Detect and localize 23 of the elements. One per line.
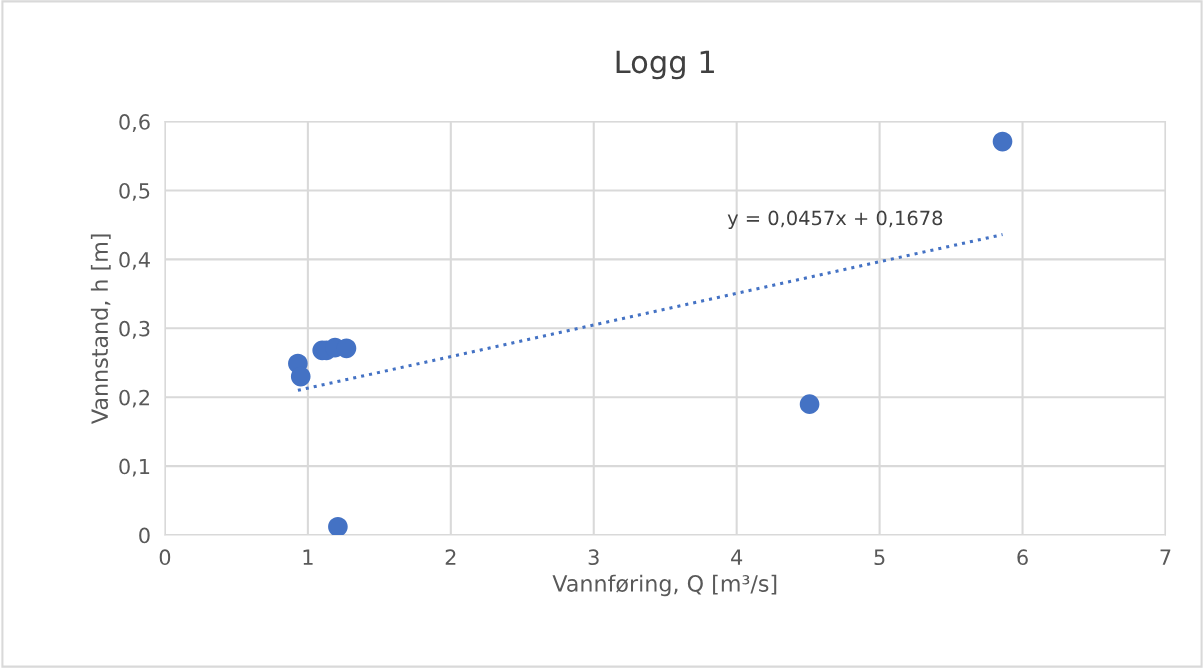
y-tick-label: 0,6 <box>119 114 150 132</box>
y-tick-label: 0,1 <box>119 458 150 477</box>
x-tick-label: 6 <box>1017 549 1028 566</box>
x-tick-label: 0 <box>159 549 171 566</box>
y-tick-label: 0 <box>139 527 150 544</box>
x-tick-label: 4 <box>731 549 743 565</box>
x-axis-title: Vannføring, Q [m³/s] <box>552 574 777 597</box>
x-tick-label: 7 <box>1160 549 1171 565</box>
x-tick-label: 5 <box>874 549 885 566</box>
annotation: y = 0,0457x + 0,1678 <box>727 210 943 230</box>
y-tick-label: 0,2 <box>119 389 149 408</box>
y-axis-title: Vannstand, h [m] <box>90 234 111 424</box>
x-tick-label: 2 <box>445 549 456 565</box>
x-tick-label: 3 <box>588 549 599 566</box>
x-tick-label: 1 <box>303 549 313 565</box>
y-tick-label: 0,3 <box>119 320 150 339</box>
chart-title: Logg 1 <box>616 50 714 80</box>
y-tick-label: 0,5 <box>119 182 150 201</box>
y-tick-label: 0,4 <box>119 251 150 270</box>
point <box>799 394 820 414</box>
point <box>290 366 311 387</box>
point <box>992 131 1013 152</box>
point <box>328 516 348 536</box>
